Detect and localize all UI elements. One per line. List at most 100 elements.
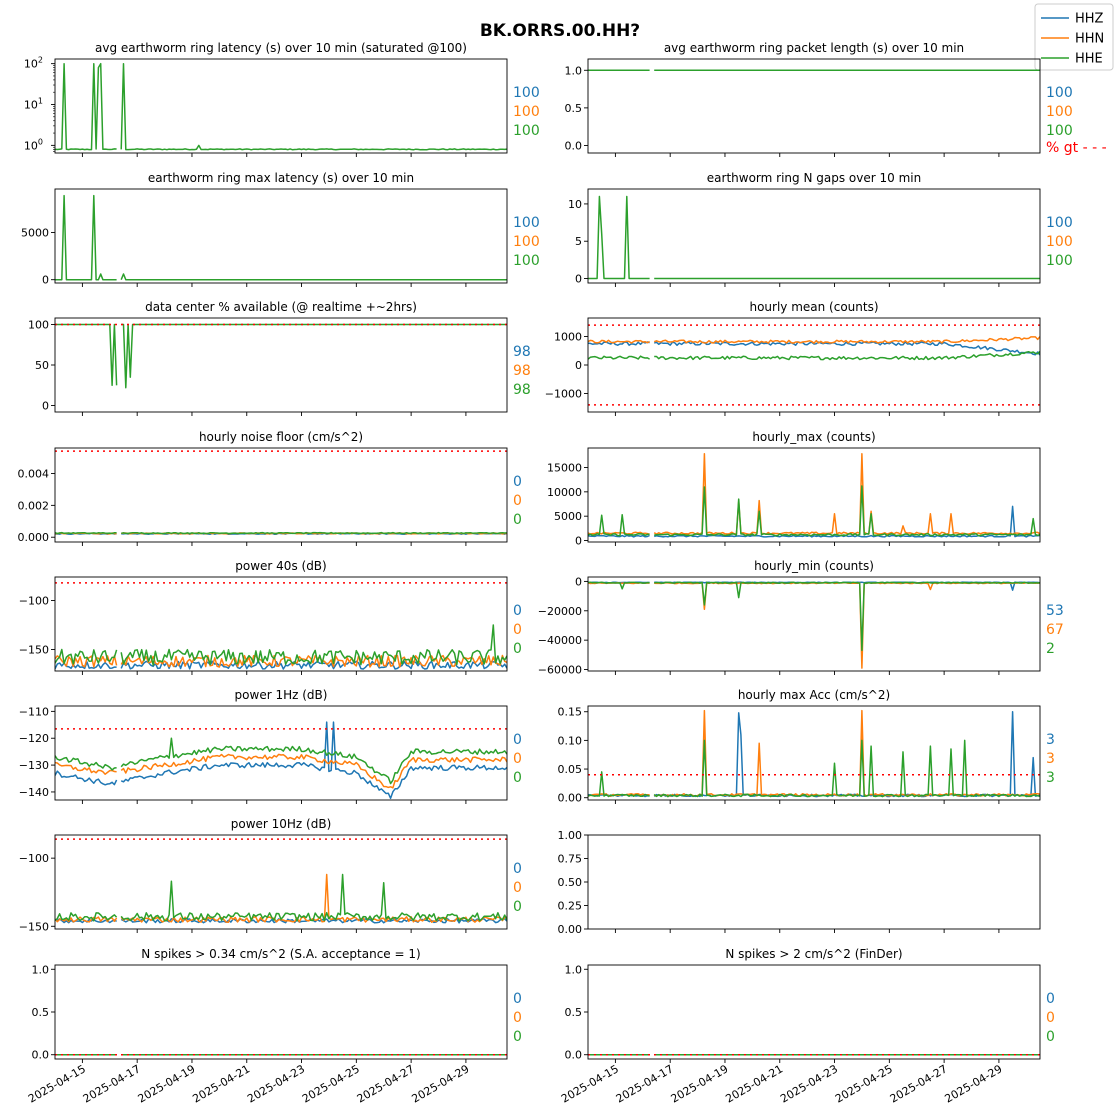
y-tick-label: 0 <box>42 274 49 287</box>
x-tick-label: 2025-04-19 <box>136 1062 198 1105</box>
plot-area <box>55 721 507 800</box>
panel-p4: earthworm ring N gaps over 10 min 0 5 10 100… <box>568 171 1073 287</box>
series-line-hhn <box>588 336 1040 344</box>
y-tick-label: 0.0 <box>565 139 583 152</box>
panel-title: hourly max Acc (cm/s^2) <box>738 688 890 702</box>
percent-label-hhz: 3 <box>1046 732 1055 748</box>
series-line-hhe <box>588 581 1040 652</box>
y-tick-label: −110 <box>19 705 49 718</box>
panel-title: N spikes > 2 cm/s^2 (FinDer) <box>725 947 902 961</box>
y-tick-label: 0.05 <box>558 763 583 776</box>
panel-p3: earthworm ring max latency (s) over 10 m… <box>21 171 540 287</box>
x-tick-label: 2025-04-29 <box>410 1062 472 1105</box>
percent-label-hhn: 0 <box>513 751 522 767</box>
panel-title: hourly mean (counts) <box>749 300 878 314</box>
series-line-hhz <box>588 505 1040 538</box>
axes-frame <box>587 964 1041 1060</box>
axes-frame <box>54 576 508 672</box>
percent-label-hhn: 100 <box>1046 234 1073 250</box>
percent-label-hhn: 100 <box>513 104 540 120</box>
series-line-hhe <box>588 485 1040 537</box>
y-tick-label: 0 <box>575 273 582 286</box>
plot-area <box>55 323 507 389</box>
percent-label-hhz: 53 <box>1046 603 1064 619</box>
y-tick-label: 0.00 <box>558 792 583 805</box>
panel-p9: power 40s (dB) −150 −100 0 0 0 <box>19 559 522 675</box>
series-line-hhe <box>55 873 507 922</box>
y-tick-label: 0.10 <box>558 734 583 747</box>
panel-p8: hourly_max (counts) 0 5000 10000 15000 <box>547 430 1041 548</box>
axes-frame <box>587 317 1041 413</box>
x-tick-label: 2025-04-17 <box>614 1062 676 1105</box>
series-line-hhn <box>588 453 1040 535</box>
figure-title: BK.ORRS.00.HH? <box>480 21 640 41</box>
legend: HHZ HHN HHE <box>1034 3 1114 71</box>
percent-label-hhn: 0 <box>1046 1010 1055 1026</box>
series-line-hhz <box>588 710 1040 798</box>
series-line-hhz <box>55 721 507 800</box>
y-tick-label: −100 <box>19 595 49 608</box>
y-tick-label: 5000 <box>554 510 582 523</box>
plot-area <box>55 582 507 670</box>
percent-label-hhn: 0 <box>513 622 522 638</box>
percent-label-hhz: 0 <box>513 474 522 490</box>
panel-p1: avg earthworm ring latency (s) over 10 m… <box>24 41 540 157</box>
axes-frame <box>54 447 508 543</box>
series-line-hhn <box>588 581 1040 669</box>
y-tick-label: −130 <box>19 759 49 772</box>
percent-label-hhn: 100 <box>513 234 540 250</box>
panels: avg earthworm ring latency (s) over 10 m… <box>18 41 1107 1106</box>
percent-label-hhe: 2 <box>1046 641 1055 657</box>
percent-label-hhe: 0 <box>513 1029 522 1045</box>
panel-p5: data center % available (@ realtime +~2h… <box>28 300 531 416</box>
percent-label-hhz: 100 <box>513 85 540 101</box>
panel-p16: N spikes > 2 cm/s^2 (FinDer) 0.0 0.5 1.0 202… <box>559 947 1055 1106</box>
percent-label-hhe: 0 <box>513 512 522 528</box>
x-tick-label: 2025-04-19 <box>669 1062 731 1105</box>
panel-p14: 0.00 0.25 0.50 0.75 1.00 <box>558 829 1041 936</box>
axes-frame <box>54 834 508 930</box>
x-tick-label: 2025-04-25 <box>833 1062 895 1105</box>
y-tick-label: 0.5 <box>565 1006 583 1019</box>
plot-area <box>588 453 1040 538</box>
series-line-hhe <box>588 350 1040 361</box>
panel-p11: power 1Hz (dB) −140 −130 −120 −110 0 0 0 <box>19 688 522 804</box>
panel-title: power 1Hz (dB) <box>235 688 328 702</box>
y-tick-label: 50 <box>35 359 49 372</box>
panel-title: hourly_min (counts) <box>754 559 874 573</box>
x-tick-label: 2025-04-21 <box>190 1062 252 1105</box>
percent-label-hhn: 100 <box>1046 104 1073 120</box>
series-line-hhe <box>55 62 507 151</box>
y-tick-label: 0.0 <box>32 1049 50 1062</box>
y-tick-label: −150 <box>19 920 49 933</box>
x-tick-label: 2025-04-27 <box>355 1062 417 1105</box>
axes-frame <box>54 317 508 413</box>
plot-area <box>588 709 1040 798</box>
y-tick-label: 0.000 <box>18 531 50 544</box>
y-tick-label: 0.25 <box>558 900 583 913</box>
y-tick-label: −150 <box>19 643 49 656</box>
series-line-hhz <box>588 341 1040 356</box>
percent-label-hhn: 0 <box>513 1010 522 1026</box>
percent-label-hhn: 0 <box>513 493 522 509</box>
panel-p6: hourly mean (counts) −1000 0 1000 <box>545 300 1041 416</box>
percent-label-hhz: 0 <box>513 603 522 619</box>
y-tick-label: 1.0 <box>565 963 583 976</box>
percent-label-hhe: 0 <box>513 641 522 657</box>
y-tick-label: 5 <box>575 235 582 248</box>
percent-label-hhe: 98 <box>513 382 531 398</box>
plot-area <box>588 324 1040 406</box>
panel-title: hourly noise floor (cm/s^2) <box>199 430 363 444</box>
axes-frame <box>54 188 508 284</box>
percent-label-hhe: 0 <box>513 770 522 786</box>
percent-threshold-note: % gt - - - <box>1046 140 1107 156</box>
legend-label-hhz: HHZ <box>1075 12 1104 27</box>
y-tick-label: 10000 <box>547 486 582 499</box>
y-tick-label: −140 <box>19 786 49 799</box>
y-tick-label: 0.50 <box>558 876 583 889</box>
series-line-hhe <box>588 739 1040 798</box>
panel-title: earthworm ring max latency (s) over 10 m… <box>148 171 414 185</box>
series-line-hhe <box>55 737 507 785</box>
y-tick-label: 0 <box>575 359 582 372</box>
